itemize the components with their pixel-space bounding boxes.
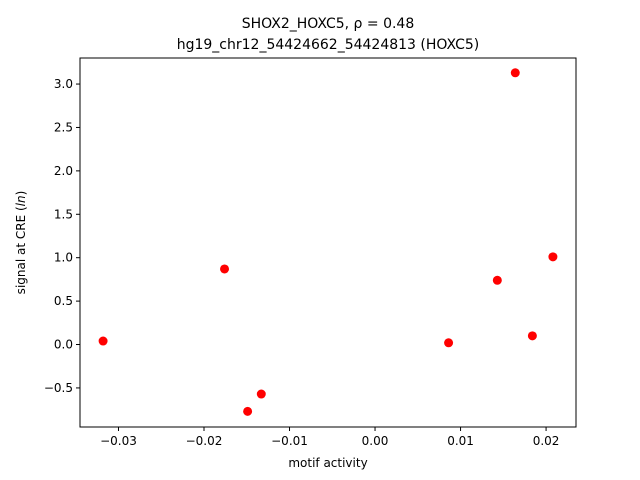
- y-tick-label: 0.5: [54, 294, 73, 308]
- data-point: [243, 406, 253, 416]
- y-axis-label: signal at CRE (ln): [14, 191, 28, 295]
- y-tick-label: 1.0: [54, 251, 73, 265]
- y-tick-label: 3.0: [54, 77, 73, 91]
- chart-subtitle: hg19_chr12_54424662_54424813 (HOXC5): [177, 37, 480, 53]
- chart-title: SHOX2_HOXC5, ρ = 0.48: [242, 16, 415, 32]
- data-point: [220, 264, 230, 274]
- x-tick-label: −0.02: [186, 434, 223, 448]
- y-axis-label-ln: ln: [14, 195, 28, 206]
- y-tick-label: −0.5: [44, 381, 73, 395]
- y-axis-label-close: ): [14, 191, 28, 196]
- x-tick-label: 0.00: [362, 434, 389, 448]
- x-tick-label: 0.02: [533, 434, 560, 448]
- x-tick-label: 0.01: [447, 434, 474, 448]
- y-tick-label: 2.0: [54, 164, 73, 178]
- data-point: [548, 252, 558, 262]
- y-tick-label: 0.0: [54, 338, 73, 352]
- x-tick-label: −0.01: [271, 434, 308, 448]
- data-point: [256, 389, 266, 399]
- y-axis-label-main: signal at CRE (: [14, 206, 28, 294]
- x-axis-ticks: −0.03 −0.02 −0.01 0.00 0.01 0.02: [100, 427, 559, 448]
- y-tick-label: 2.5: [54, 120, 73, 134]
- y-axis-ticks: −0.5 0.0 0.5 1.0 1.5 2.0 2.5 3.0: [44, 77, 80, 395]
- data-point: [527, 331, 537, 341]
- data-point: [510, 68, 520, 78]
- plot-frame: [79, 57, 577, 428]
- data-point: [492, 275, 502, 285]
- data-point: [98, 336, 108, 346]
- x-tick-label: −0.03: [100, 434, 137, 448]
- y-tick-label: 1.5: [54, 207, 73, 221]
- data-point: [444, 338, 454, 348]
- data-points: [98, 68, 558, 416]
- x-axis-label: motif activity: [288, 456, 367, 470]
